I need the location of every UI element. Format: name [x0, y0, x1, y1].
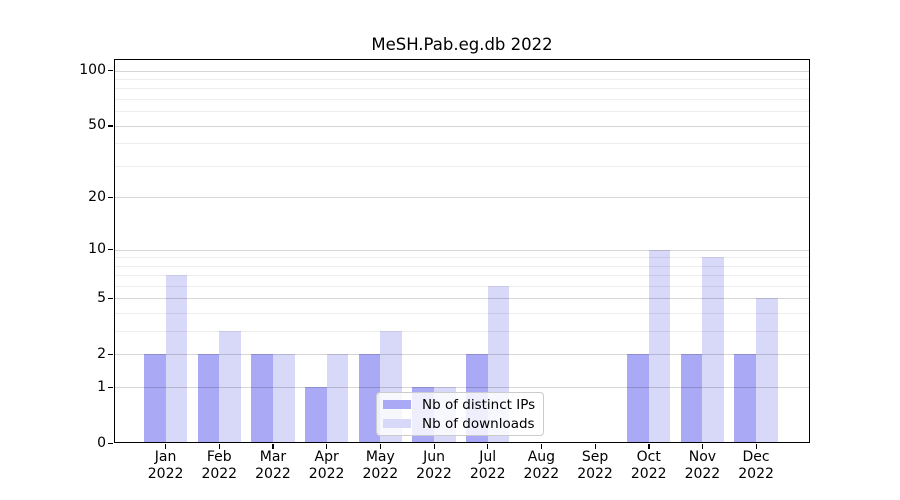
- gridline-major: [114, 387, 810, 389]
- y-axis-tick: [108, 353, 113, 356]
- gridline-major: [114, 298, 810, 300]
- legend-swatch-downloads: [383, 419, 411, 428]
- y-axis-tick-label: 2: [97, 345, 106, 362]
- x-axis-tick: [379, 444, 382, 449]
- y-axis-tick: [108, 125, 113, 127]
- x-axis-tick: [433, 444, 435, 449]
- legend-label-distinct-ips: Nb of distinct IPs: [422, 396, 536, 413]
- bar-distinct-ips: [197, 354, 220, 443]
- x-axis-tick-label: Sep 2022: [577, 449, 613, 482]
- x-axis-tick: [594, 444, 596, 449]
- gridline-minor: [114, 79, 810, 81]
- x-axis-tick: [487, 444, 489, 449]
- legend-label-downloads: Nb of downloads: [422, 415, 535, 432]
- gridline-minor: [114, 99, 810, 101]
- y-axis-tick-label: 0: [97, 434, 106, 451]
- x-axis-tick-label: Jun 2022: [416, 449, 452, 482]
- x-axis-tick-label: Dec 2022: [738, 449, 774, 482]
- gridline-major: [114, 249, 810, 251]
- x-axis-tick-label: Jul 2022: [469, 449, 506, 482]
- x-axis-tick: [701, 444, 704, 449]
- bar-distinct-ips: [680, 354, 703, 443]
- gridline-minor: [114, 257, 810, 259]
- bar-downloads: [648, 249, 671, 443]
- bar-distinct-ips: [304, 387, 327, 443]
- y-axis-tick: [108, 70, 113, 72]
- x-axis-tick-label: Aug 2022: [523, 449, 560, 482]
- x-axis-tick-label: Jan 2022: [147, 449, 184, 482]
- legend-item-distinct-ips: Nb of distinct IPs: [383, 395, 537, 414]
- gridline-minor: [114, 88, 810, 90]
- x-axis-tick: [218, 444, 221, 449]
- x-axis-tick-label: Oct 2022: [630, 449, 667, 482]
- legend-swatch-distinct-ips: [383, 400, 411, 409]
- x-axis-tick: [165, 444, 167, 449]
- y-axis-tick-label: 20: [88, 188, 106, 205]
- y-axis-tick-label: 1: [97, 378, 106, 395]
- gridline-minor: [114, 286, 810, 288]
- gridline-minor: [114, 111, 810, 113]
- gridline-major: [114, 197, 810, 199]
- bar-distinct-ips: [358, 354, 381, 443]
- y-axis-tick-label: 5: [97, 289, 106, 306]
- gridline-major: [114, 125, 810, 127]
- x-axis-tick-label: Feb 2022: [201, 449, 238, 482]
- x-axis-tick: [755, 444, 757, 449]
- y-axis-tick: [108, 386, 113, 388]
- bar-downloads: [702, 257, 725, 443]
- x-axis-tick-label: May 2022: [362, 449, 399, 482]
- y-axis-tick-label: 10: [88, 241, 106, 258]
- x-axis-tick-label: Apr 2022: [308, 449, 345, 482]
- x-axis-tick: [540, 444, 543, 449]
- gridline-minor: [114, 265, 810, 267]
- y-axis-tick: [108, 249, 113, 251]
- bar-distinct-ips: [627, 354, 649, 443]
- x-axis-tick: [272, 444, 274, 449]
- bar-distinct-ips: [251, 354, 273, 443]
- bar-downloads: [272, 354, 295, 443]
- gridline-major: [114, 354, 810, 356]
- gridline-major: [114, 70, 810, 72]
- chart-title: MeSH.Pab.eg.db 2022: [371, 35, 553, 54]
- bar-distinct-ips: [734, 354, 757, 443]
- y-axis-tick-label: 100: [79, 62, 106, 79]
- y-axis-tick: [108, 196, 113, 199]
- y-axis-tick: [108, 297, 113, 300]
- x-axis-tick: [648, 444, 650, 449]
- x-axis-tick-label: Nov 2022: [684, 449, 721, 482]
- legend: Nb of distinct IPs Nb of downloads: [376, 392, 544, 436]
- gridline-minor: [114, 275, 810, 277]
- y-axis-tick: [108, 442, 113, 444]
- bar-downloads: [756, 298, 778, 443]
- gridline-minor: [114, 143, 810, 145]
- bar-downloads: [219, 331, 241, 443]
- bar-distinct-ips: [143, 354, 166, 443]
- x-axis-tick: [326, 444, 328, 449]
- gridline-minor: [114, 165, 810, 167]
- legend-item-downloads: Nb of downloads: [383, 414, 537, 433]
- x-axis-tick-label: Mar 2022: [255, 449, 291, 482]
- gridline-minor: [114, 313, 810, 315]
- y-axis-tick-label: 50: [88, 117, 106, 134]
- gridline-minor: [114, 331, 810, 333]
- bar-downloads: [326, 354, 349, 443]
- bar-downloads: [165, 275, 188, 443]
